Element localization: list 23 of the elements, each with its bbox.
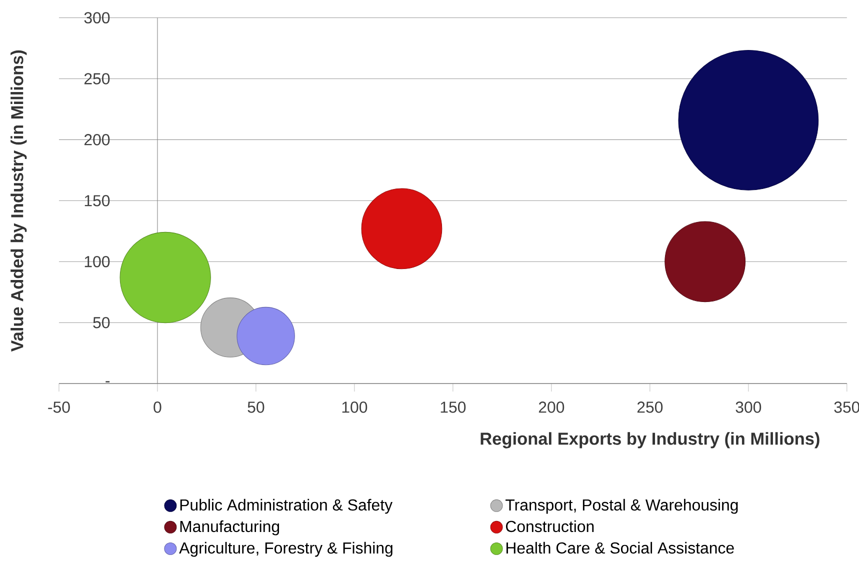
y-axis-title: Value Added by Industry (in Millions) bbox=[10, 50, 27, 352]
legend-label: Health Care & Social Assistance bbox=[506, 542, 734, 554]
y-tick-label: 250 bbox=[84, 73, 110, 84]
x-tick-label: 300 bbox=[736, 402, 762, 413]
legend-label: Construction bbox=[506, 520, 594, 532]
y-tick-label: 100 bbox=[84, 256, 110, 268]
y-tick-label: 150 bbox=[84, 195, 110, 206]
legend-label: Manufacturing bbox=[180, 520, 280, 536]
x-tick-label: 50 bbox=[248, 402, 264, 413]
x-tick-label: 150 bbox=[440, 402, 466, 413]
x-tick-label: 200 bbox=[538, 402, 564, 413]
x-axis-title: Regional Exports by Industry (in Millions) bbox=[480, 432, 820, 448]
y-tick-label: 300 bbox=[84, 12, 110, 24]
x-tick-label: 250 bbox=[637, 402, 663, 413]
x-tick-label: 0 bbox=[154, 402, 162, 413]
y-tick-label: 200 bbox=[84, 134, 110, 146]
x-tick-label: -50 bbox=[48, 402, 70, 413]
y-tick-label: - bbox=[106, 381, 110, 383]
legend-label: Transport, Postal & Warehousing bbox=[506, 499, 738, 514]
x-tick-label: 100 bbox=[342, 402, 368, 413]
legend-label: Agriculture, Forestry & Fishing bbox=[179, 542, 392, 557]
legend-label: Public Administration & Safety bbox=[180, 499, 393, 514]
y-tick-label: 50 bbox=[93, 317, 110, 328]
